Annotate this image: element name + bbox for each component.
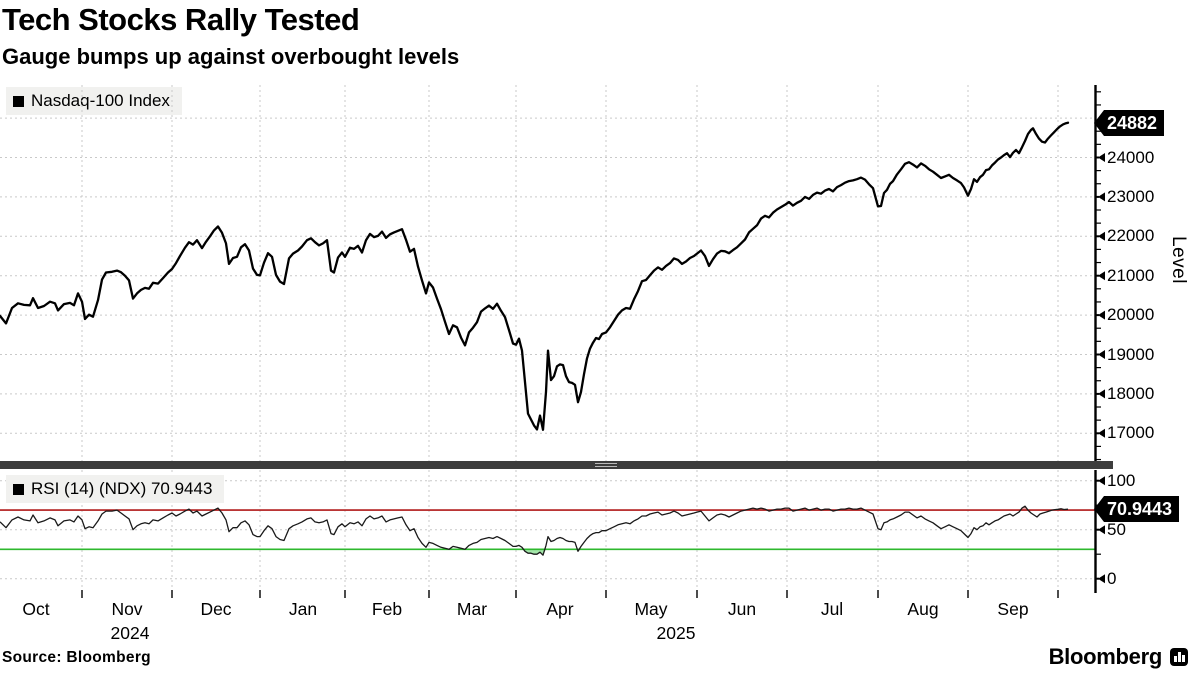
y-axis-tick-label: 20000 [1107,305,1155,324]
y-axis-tick-label: 24000 [1107,148,1155,167]
price-legend: Nasdaq-100 Index [6,87,182,115]
y-axis-tick-label: 23000 [1107,187,1155,206]
x-axis-month-label: Mar [456,599,488,619]
bloomberg-brand: Bloomberg [1049,644,1188,670]
panel-divider[interactable] [0,461,1113,469]
x-axis-month-label: Aug [907,599,939,619]
x-axis-month-label: Oct [22,599,50,619]
x-axis-month-label: Feb [371,599,403,619]
x-axis-month-label: Jan [288,599,318,619]
rsi-legend-label: RSI (14) (NDX) 70.9443 [31,479,213,498]
y-axis-tick-label: 18000 [1107,384,1155,403]
page-subtitle: Gauge bumps up against overbought levels [2,44,460,69]
legend-swatch-icon [13,483,24,495]
rsi-legend: RSI (14) (NDX) 70.9443 [6,475,225,503]
x-axis-month-label: Jun [727,599,757,619]
x-axis-month-label: Sep [997,599,1029,619]
rsi-axis-tick-label: 50 [1107,520,1126,539]
rsi-axis-tick-label: 100 [1107,471,1136,490]
source-credit: Source: Bloomberg [2,649,151,666]
price-chart-svg [0,85,1105,462]
rsi-axis-tick-label: 0 [1107,569,1117,588]
y-axis-title: Level [1168,236,1189,284]
x-axis-month-label: Apr [546,599,574,619]
bloomberg-logo-icon [1170,648,1188,666]
x-axis-month-label: Nov [111,599,143,619]
rsi-last-value-badge: 70.9443 [1094,496,1180,522]
bloomberg-wordmark: Bloomberg [1048,644,1163,669]
y-axis-tick-label: 19000 [1107,345,1155,364]
x-axis-month-label: Jul [820,599,844,619]
x-axis-month-label: May [634,599,668,619]
x-axis-year-label: 2025 [656,623,696,643]
rsi-chart-svg [0,470,1105,598]
legend-swatch-icon [13,95,24,107]
price-legend-label: Nasdaq-100 Index [31,91,170,110]
y-axis-tick-label: 21000 [1107,266,1155,285]
y-axis-tick-label: 17000 [1107,423,1155,442]
divider-grip-icon[interactable] [595,463,617,467]
page-title: Tech Stocks Rally Tested [2,2,360,37]
x-axis-month-label: Dec [200,599,232,619]
y-axis-tick-label: 22000 [1107,226,1155,245]
x-axis-year-label: 2024 [110,623,150,643]
price-last-value-badge: 24882 [1094,110,1165,136]
